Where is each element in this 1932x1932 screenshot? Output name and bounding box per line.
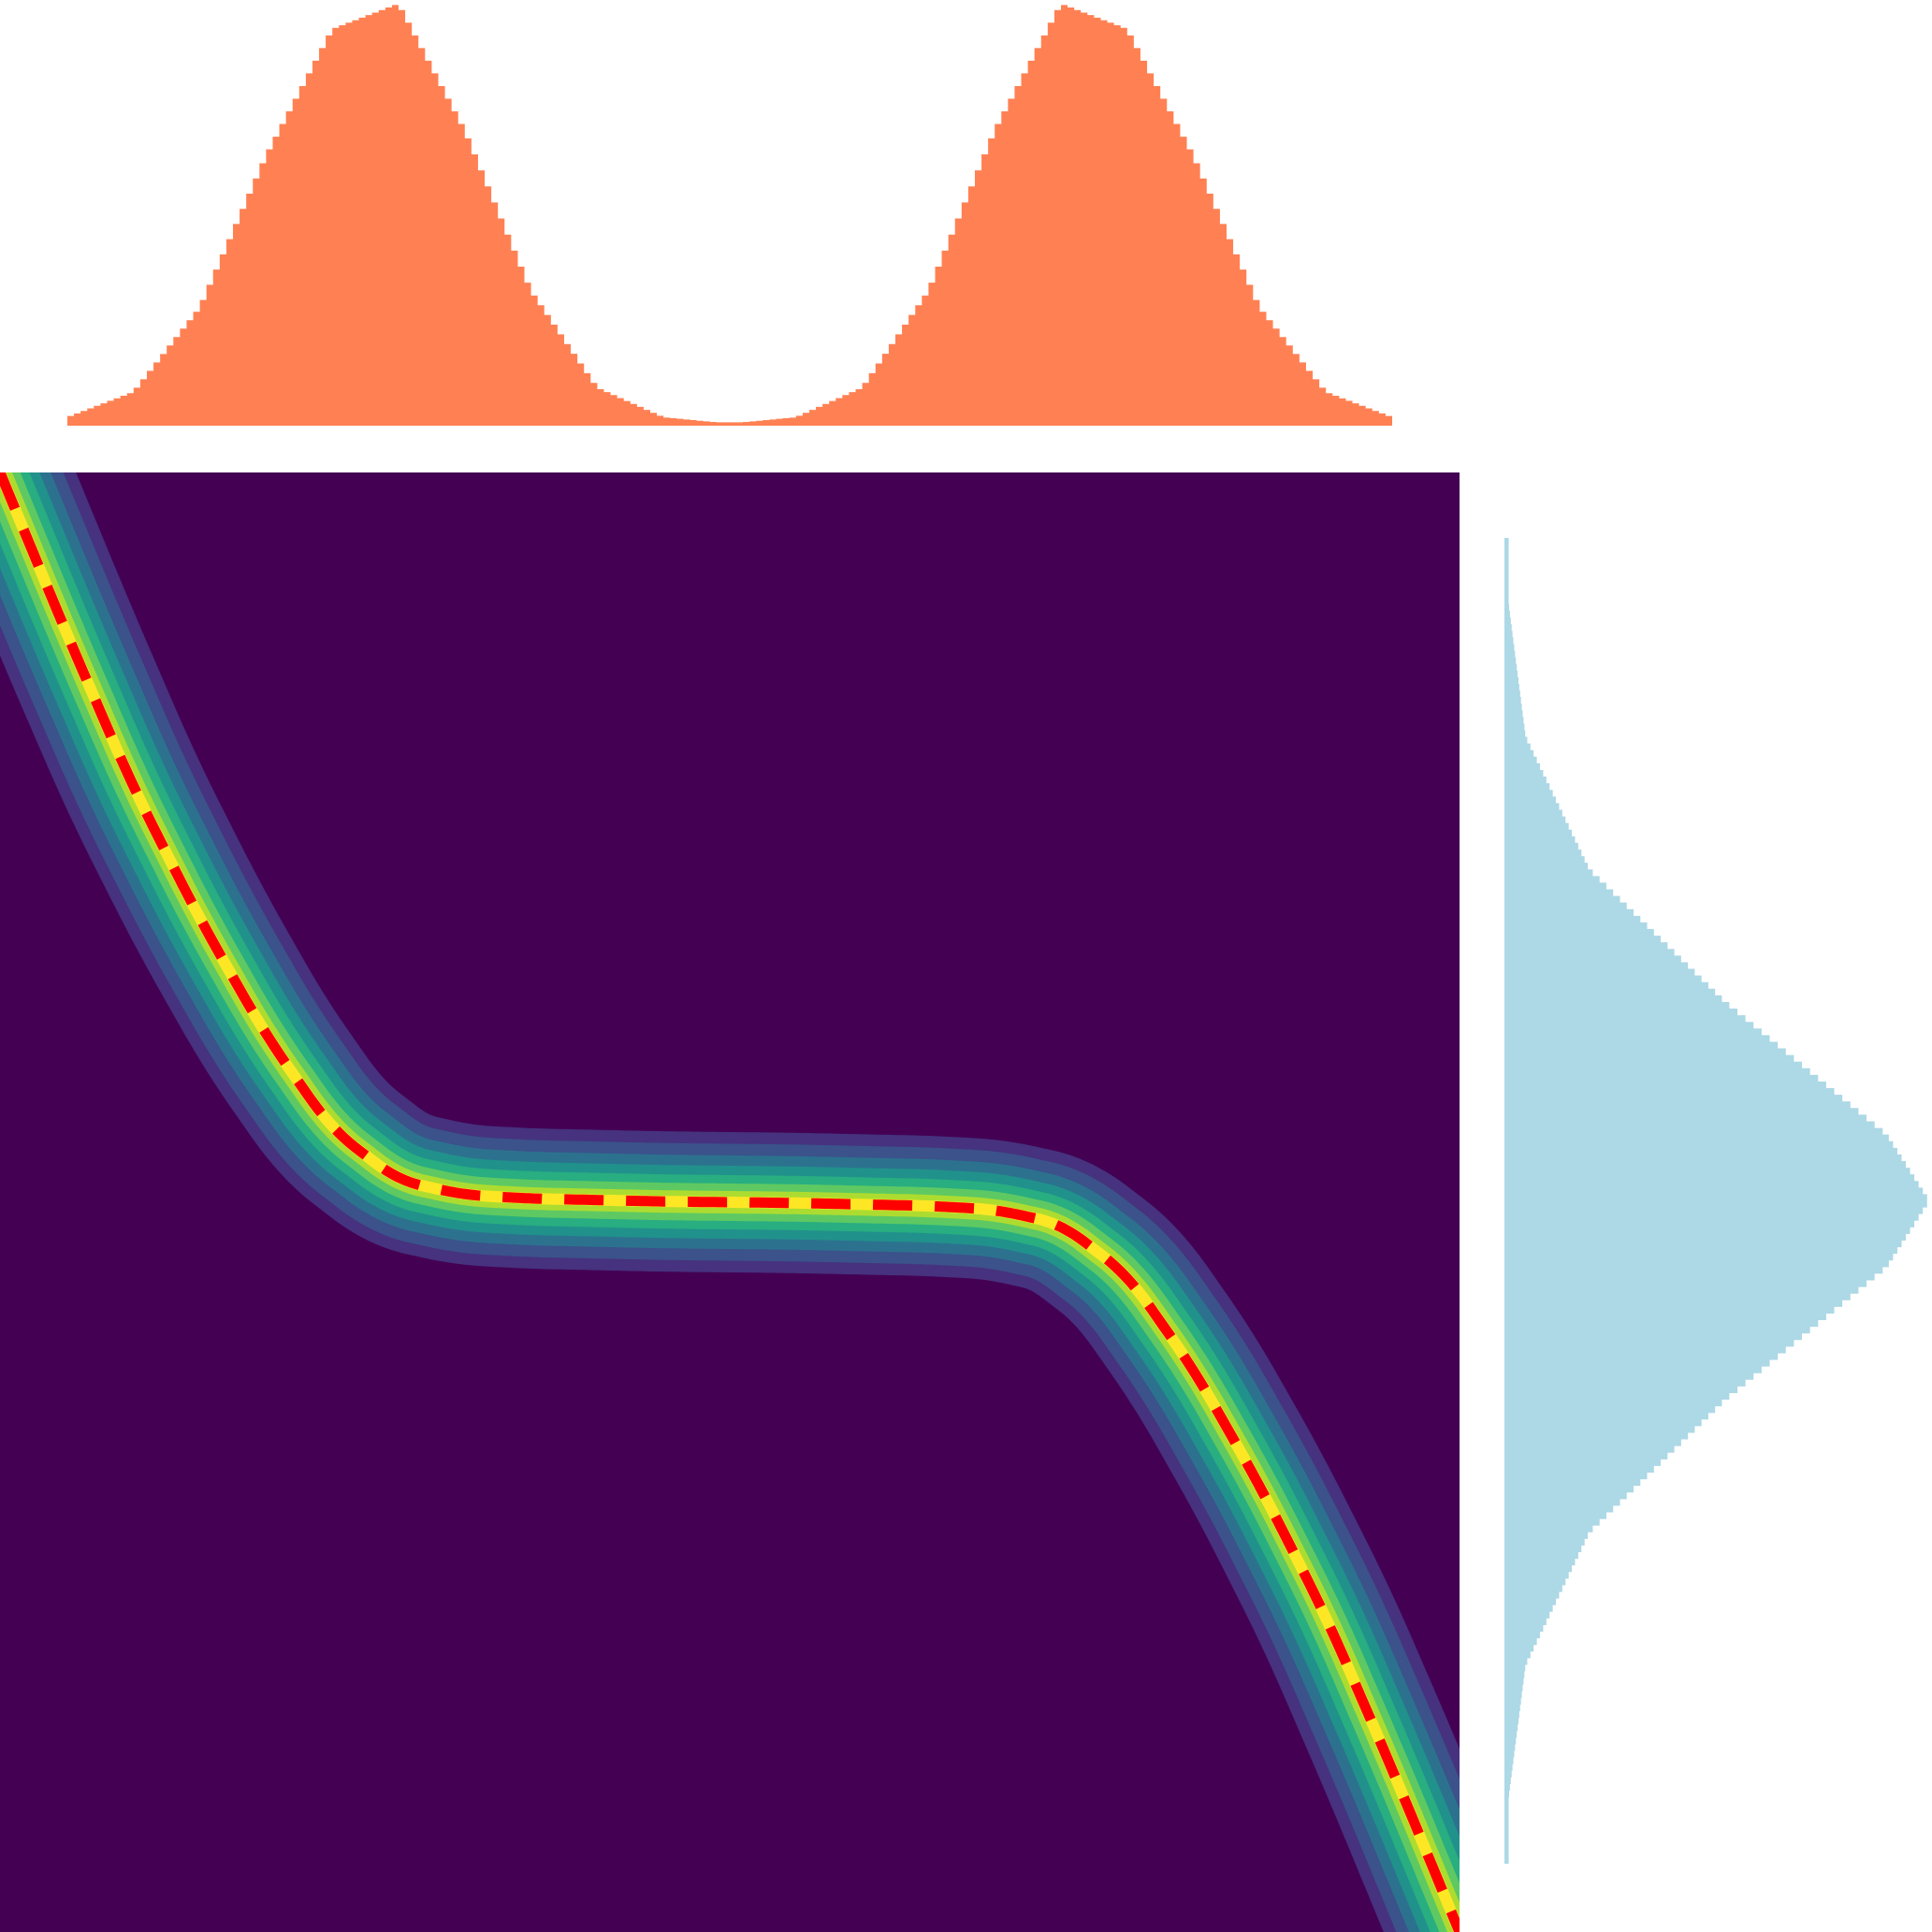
top-marginal-histogram (67, 5, 1392, 426)
right-marginal-histogram (1504, 538, 1927, 1864)
joint-density-heatmap (0, 472, 1460, 1932)
transport-curve-dashed-line (0, 472, 1460, 1932)
top-histogram-bars (67, 5, 1392, 426)
right-histogram-bars (1504, 538, 1927, 1864)
